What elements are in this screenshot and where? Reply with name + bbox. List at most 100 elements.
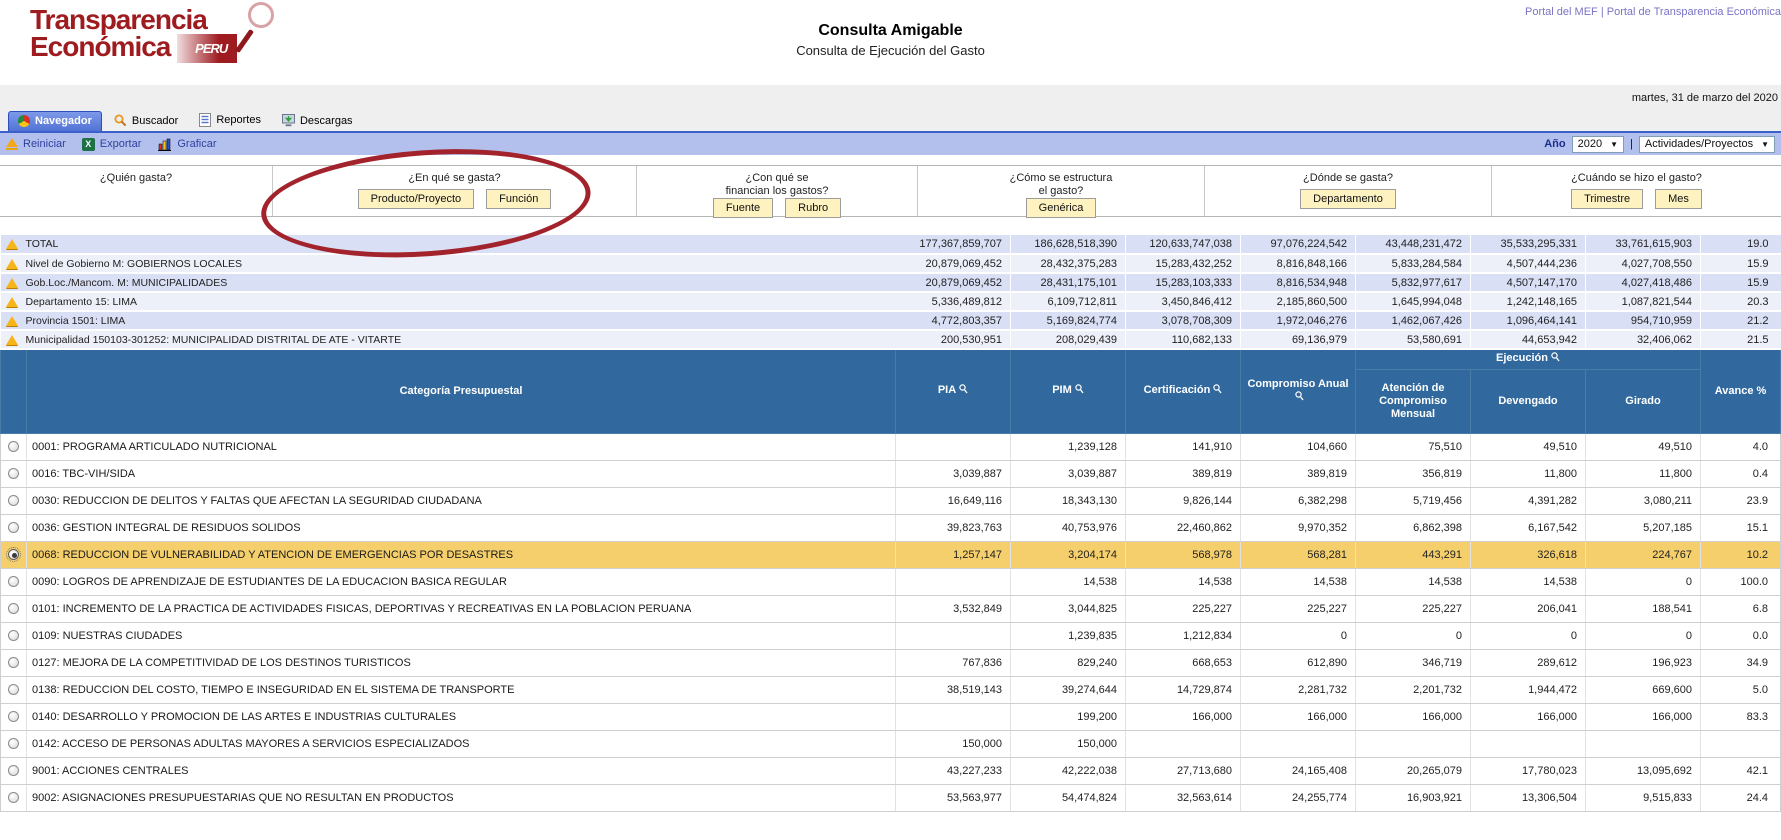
- row-value: [895, 568, 1011, 596]
- expand-triangle-icon[interactable]: [5, 277, 18, 288]
- filter-button-mes[interactable]: Mes: [1655, 189, 1702, 209]
- filter-button-producto-proyecto[interactable]: Producto/Proyecto: [357, 189, 475, 209]
- tab-label: Buscador: [131, 114, 179, 127]
- expand-triangle-icon[interactable]: [5, 239, 18, 249]
- row-radio[interactable]: [8, 738, 19, 750]
- tab-buscador[interactable]: Buscador: [105, 111, 187, 131]
- summary-value: 5,833,284,584: [1355, 254, 1471, 274]
- row-radio[interactable]: [6, 547, 21, 563]
- col-header-pim: PIM: [1010, 348, 1126, 434]
- row-radio[interactable]: [8, 441, 19, 453]
- graficar-button[interactable]: Graficar: [157, 138, 217, 151]
- col-header-pia: PIA: [895, 348, 1011, 434]
- filter-button-trimestre[interactable]: Trimestre: [1571, 189, 1644, 209]
- search-icon: [114, 114, 127, 127]
- exportar-button[interactable]: X Exportar: [81, 137, 141, 151]
- row-value: 1,239,128: [1010, 433, 1126, 461]
- expand-triangle-icon[interactable]: [5, 334, 18, 345]
- filter-question: ¿Cuándo se hizo el gasto?: [1571, 172, 1702, 184]
- magnifier-lens-icon: [248, 2, 274, 28]
- row-radio[interactable]: [8, 576, 19, 588]
- row-value: 1,212,834: [1125, 622, 1241, 650]
- portal-transparencia-link[interactable]: Portal de Transparencia Económica: [1606, 6, 1781, 18]
- row-value: 14,538: [1240, 568, 1356, 596]
- row-radio-cell: [0, 568, 27, 596]
- row-radio[interactable]: [8, 711, 19, 723]
- row-radio[interactable]: [8, 522, 19, 534]
- download-icon: [281, 114, 295, 127]
- row-value: 150,000: [895, 730, 1011, 758]
- tab-descargas[interactable]: Descargas: [273, 111, 362, 131]
- row-radio[interactable]: [8, 657, 19, 669]
- expand-triangle-icon[interactable]: [5, 258, 18, 269]
- row-value: 0: [1240, 622, 1356, 650]
- portal-links: Portal del MEF | Portal de Transparencia…: [1525, 6, 1781, 18]
- row-value: 17,780,023: [1470, 757, 1586, 785]
- reiniciar-button[interactable]: Reiniciar: [6, 138, 66, 150]
- row-radio[interactable]: [8, 468, 19, 480]
- row-value: 75,510: [1355, 433, 1471, 461]
- page-subtitle: Consulta de Ejecución del Gasto: [796, 43, 985, 58]
- row-value: 6,167,542: [1470, 514, 1586, 542]
- row-value: [1355, 730, 1471, 758]
- row-radio[interactable]: [8, 765, 19, 777]
- filter-button-generica[interactable]: Genérica: [1025, 198, 1097, 218]
- row-label: 0090: LOGROS DE APRENDIZAJE DE ESTUDIANT…: [26, 568, 896, 596]
- row-value: 1,239,835: [1010, 622, 1126, 650]
- row-radio[interactable]: [8, 603, 19, 615]
- filter-button-funcion[interactable]: Función: [486, 189, 552, 209]
- row-radio-cell: [0, 460, 27, 488]
- summary-label: Departamento 15: LIMA: [25, 295, 137, 308]
- row-label: 0030: REDUCCION DE DELITOS Y FALTAS QUE …: [26, 487, 896, 515]
- summary-value: 954,710,959: [1585, 311, 1701, 331]
- expand-triangle-icon[interactable]: [5, 315, 18, 326]
- row-avance-value: 0.4: [1700, 460, 1781, 488]
- row-value: 346,719: [1355, 649, 1471, 677]
- year-select[interactable]: 2020 ▼: [1571, 135, 1624, 153]
- summary-value: 2,185,860,500: [1240, 292, 1356, 312]
- row-radio[interactable]: [8, 630, 19, 642]
- filter-question: ¿Cómo se estructura el gasto?: [1009, 172, 1113, 197]
- row-radio[interactable]: [8, 792, 19, 804]
- row-value: [895, 622, 1011, 650]
- row-label: 0036: GESTION INTEGRAL DE RESIDUOS SOLID…: [26, 514, 896, 542]
- summary-value: 5,336,489,812: [895, 292, 1011, 312]
- year-label: Año: [1544, 138, 1566, 150]
- row-avance-value: 0.0: [1700, 622, 1781, 650]
- row-label: 0016: TBC-VIH/SIDA: [26, 460, 896, 488]
- row-value: 11,800: [1470, 460, 1586, 488]
- row-radio[interactable]: [8, 684, 19, 696]
- summary-value: 4,027,418,486: [1585, 273, 1701, 293]
- row-avance-value: 15.1: [1700, 514, 1781, 542]
- row-value: 14,538: [1010, 568, 1126, 596]
- summary-label: Nivel de Gobierno M: GOBIERNOS LOCALES: [25, 257, 243, 270]
- summary-value: 53,580,691: [1355, 330, 1471, 350]
- summary-label: Provincia 1501: LIMA: [25, 314, 126, 327]
- summary-value: 33,761,615,903: [1585, 235, 1701, 255]
- tab-reportes[interactable]: Reportes: [190, 110, 270, 131]
- view-select[interactable]: Actividades/Proyectos ▼: [1638, 135, 1775, 153]
- row-value: 24,255,774: [1240, 784, 1356, 812]
- expand-triangle-icon[interactable]: [5, 296, 18, 307]
- tab-bar: Navegador Buscador Reportes Descargas: [0, 108, 1781, 131]
- filter-buttons: Genérica: [1025, 198, 1097, 218]
- row-value: 39,274,644: [1010, 676, 1126, 704]
- filter-section-cuando-se-hizo-el-gasto: ¿Cuándo se hizo el gasto? Trimestre Mes: [1492, 166, 1781, 216]
- summary-value: 3,450,846,412: [1125, 292, 1241, 312]
- portal-mef-link[interactable]: Portal del MEF: [1525, 6, 1598, 18]
- col-header-avance: Avance %: [1700, 348, 1781, 434]
- filter-button-rubro[interactable]: Rubro: [785, 198, 842, 218]
- toolbar-separator: |: [1630, 138, 1633, 150]
- tab-navegador[interactable]: Navegador: [8, 111, 102, 131]
- row-value: 14,538: [1470, 568, 1586, 596]
- filter-button-departamento[interactable]: Departamento: [1300, 189, 1396, 209]
- summary-avance-value: 19.0: [1700, 235, 1781, 255]
- row-radio-cell: [0, 514, 27, 542]
- row-label: 0001: PROGRAMA ARTICULADO NUTRICIONAL: [26, 433, 896, 461]
- row-radio[interactable]: [8, 495, 19, 507]
- filter-button-fuente[interactable]: Fuente: [712, 198, 774, 218]
- row-label: 0138: REDUCCION DEL COSTO, TIEMPO E INSE…: [26, 676, 896, 704]
- row-value: 0: [1585, 622, 1701, 650]
- header-blank-cell: [0, 348, 27, 434]
- summary-value: 1,096,464,141: [1470, 311, 1586, 331]
